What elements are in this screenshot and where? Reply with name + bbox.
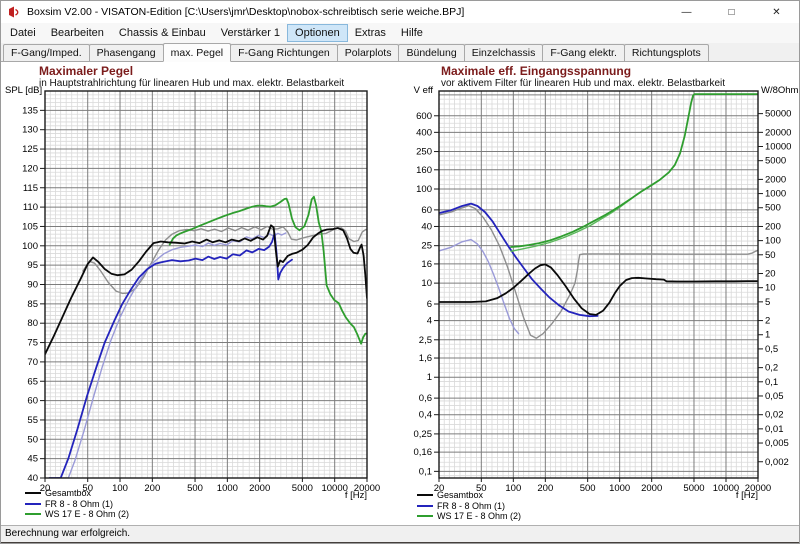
legend-label: WS 17 E - 8 Ohm (2): [437, 511, 522, 522]
tab-f-gang-richtungen[interactable]: F-Gang Richtungen: [230, 44, 338, 61]
minimize-icon[interactable]: —: [681, 6, 692, 18]
left-chart-title: Maximaler Pegel: [39, 64, 134, 78]
app-icon: [7, 5, 21, 19]
maximize-icon[interactable]: □: [728, 6, 735, 18]
right-chart-x-axis-label: f [Hz]: [735, 490, 758, 501]
legend-item: WS 17 E - 8 Ohm (2): [417, 511, 521, 522]
menubar: Datei Bearbeiten Chassis & Einbau Verstärke…: [1, 23, 799, 43]
right-chart-title: Maximale eff. Eingangsspannung: [441, 64, 632, 78]
left-chart-subtitle: in Hauptstrahlrichtung für linearen Hub …: [39, 78, 345, 89]
close-icon[interactable]: ✕: [772, 6, 781, 18]
menu-item-chassis-einbau[interactable]: Chassis & Einbau: [118, 27, 206, 39]
left-chart-legend: Gesamtbox FR 8 - 8 Ohm (1) WS 17 E - 8 Ohm…: [25, 488, 129, 520]
window-controls: — □ ✕: [664, 1, 799, 23]
tab-f-gang-imped-[interactable]: F-Gang/Imped.: [3, 44, 90, 61]
statusbar: Berechnung war erfolgreich.: [1, 525, 799, 542]
tab-b-ndelung[interactable]: Bündelung: [398, 44, 465, 61]
right-chart-subtitle: vor aktivem Filter für linearen Hub und …: [441, 78, 726, 89]
status-text: Berechnung war erfolgreich.: [5, 528, 131, 539]
tab-max-pegel[interactable]: max. Pegel: [162, 43, 232, 62]
tab-phasengang[interactable]: Phasengang: [88, 44, 164, 61]
right-chart-legend: Gesamtbox FR 8 - 8 Ohm (1) WS 17 E - 8 Ohm…: [417, 490, 521, 522]
legend-label: Gesamtbox: [45, 488, 92, 499]
menu-item-verst-rker-1[interactable]: Verstärker 1: [220, 27, 281, 39]
legend-label: FR 8 - 8 Ohm (1): [437, 500, 506, 511]
tab-richtungsplots[interactable]: Richtungsplots: [623, 44, 709, 61]
right-chart-y-axis-label: V eff: [413, 85, 433, 96]
tabbar: F-Gang/Imped. Phasengang max. Pegel F-Gang …: [1, 43, 799, 62]
menu-item-bearbeiten[interactable]: Bearbeiten: [50, 27, 104, 39]
left-chart-x-axis-label: f [Hz]: [344, 490, 367, 501]
menu-item-optionen[interactable]: Optionen: [287, 24, 348, 42]
legend-line-swatch: [417, 504, 433, 507]
tab-einzelchassis[interactable]: Einzelchassis: [463, 44, 544, 61]
legend-line-swatch: [417, 515, 433, 518]
legend-line-swatch: [25, 513, 41, 516]
legend-label: FR 8 - 8 Ohm (1): [45, 498, 114, 509]
legend-label: Gesamtbox: [437, 490, 484, 501]
left-chart-y-axis-label: SPL [dB]: [5, 85, 43, 96]
legend-label: WS 17 E - 8 Ohm (2): [45, 509, 130, 520]
legend-line-swatch: [25, 492, 41, 495]
legend-item: WS 17 E - 8 Ohm (2): [25, 509, 129, 520]
legend-item: Gesamtbox: [417, 490, 521, 501]
legend-item: FR 8 - 8 Ohm (1): [25, 499, 129, 510]
window-bottom-edge: [1, 542, 799, 543]
titlebar[interactable]: Boxsim V2.00 - VISATON-Edition [C:\Users…: [1, 1, 799, 23]
window-title: Boxsim V2.00 - VISATON-Edition [C:\Users…: [27, 6, 465, 18]
tab-polarplots[interactable]: Polarplots: [336, 44, 400, 61]
chart-panel: [1, 62, 799, 525]
menu-item-hilfe[interactable]: Hilfe: [400, 27, 423, 39]
menu-item-datei[interactable]: Datei: [10, 27, 36, 39]
legend-line-swatch: [25, 502, 41, 505]
legend-item: FR 8 - 8 Ohm (1): [417, 501, 521, 512]
legend-item: Gesamtbox: [25, 488, 129, 499]
legend-line-swatch: [417, 494, 433, 497]
menu-item-extras[interactable]: Extras: [354, 27, 386, 39]
right-chart-y2-axis-label: W/8Ohm: [761, 85, 799, 96]
tab-f-gang-elektr-[interactable]: F-Gang elektr.: [542, 44, 625, 61]
